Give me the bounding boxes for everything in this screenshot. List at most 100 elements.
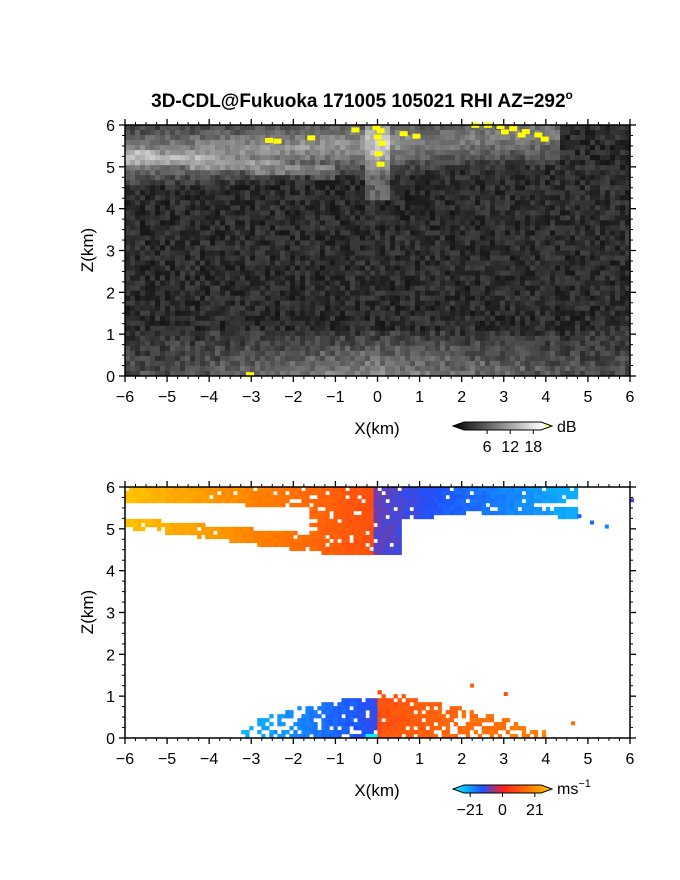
snr-cell	[130, 160, 136, 166]
snr-cell	[400, 305, 406, 312]
snr-cell	[325, 350, 331, 357]
snr-cell	[245, 365, 251, 372]
snr-cell	[200, 140, 206, 146]
snr-cell	[335, 325, 341, 332]
snr-cell	[515, 280, 521, 287]
snr-cell	[145, 220, 151, 226]
snr-cell	[380, 240, 386, 246]
snr-cell	[535, 160, 541, 166]
snr-cell	[140, 220, 146, 226]
snr-cell	[425, 130, 431, 136]
snr-cell	[360, 290, 366, 297]
snr-cell	[570, 245, 576, 251]
snr-cell	[200, 255, 206, 261]
snr-cell	[185, 305, 191, 312]
snr-cell	[150, 135, 156, 141]
snr-cell	[145, 350, 151, 357]
snr-cell	[275, 180, 281, 186]
snr-cell	[190, 140, 196, 146]
snr-cell	[380, 250, 386, 256]
snr-cell	[420, 225, 426, 231]
snr-cell	[130, 140, 136, 146]
snr-cell	[275, 155, 281, 161]
snr-cell	[325, 160, 331, 166]
snr-cell	[265, 315, 271, 322]
snr-cell	[230, 240, 236, 246]
snr-cell	[180, 185, 186, 191]
snr-cell	[550, 155, 556, 161]
snr-cell	[345, 215, 351, 221]
snr-cell	[400, 145, 406, 151]
snr-cell	[385, 345, 391, 352]
snr-cell	[620, 165, 626, 171]
snr-cell	[335, 210, 341, 216]
snr-cell	[260, 360, 266, 367]
snr-cell	[600, 130, 606, 136]
snr-cell	[130, 280, 136, 287]
snr-cell	[465, 320, 471, 327]
snr-cell	[495, 360, 501, 367]
snr-cell	[470, 155, 476, 161]
snr-cell	[380, 255, 386, 261]
snr-cell	[230, 275, 236, 282]
snr-cell	[295, 185, 301, 191]
snr-cell	[555, 220, 561, 226]
snr-cell	[250, 150, 256, 156]
snr-cell	[290, 160, 296, 166]
snr-cell	[140, 170, 146, 176]
snr-cell	[280, 230, 286, 236]
snr-cell	[380, 235, 386, 241]
snr-cell	[510, 360, 516, 367]
snr-cell	[285, 150, 291, 156]
snr-cell	[525, 295, 531, 302]
snr-cell	[125, 175, 131, 181]
snr-cell	[525, 335, 531, 342]
snr-cell	[545, 220, 551, 226]
snr-cell	[145, 270, 151, 276]
snr-cell	[210, 265, 216, 271]
snr-cell	[370, 285, 376, 292]
snr-cell	[480, 125, 486, 131]
snr-cell	[190, 270, 196, 276]
snr-cell	[305, 310, 311, 317]
snr-cell	[580, 225, 586, 231]
snr-cell	[285, 145, 291, 151]
snr-cell	[300, 245, 306, 251]
snr-cell	[220, 310, 226, 317]
snr-cell	[145, 175, 151, 181]
snr-cell	[530, 170, 536, 176]
snr-cell	[160, 135, 166, 141]
snr-cell	[435, 270, 441, 276]
snr-cell	[430, 215, 436, 221]
snr-cell	[430, 150, 436, 156]
snr-cell	[485, 210, 491, 216]
snr-cell	[615, 205, 621, 211]
snr-cell	[345, 225, 351, 231]
snr-cell	[145, 365, 151, 372]
snr-cell	[435, 345, 441, 352]
snr-cell	[585, 315, 591, 322]
snr-cell	[415, 175, 421, 181]
snr-cell	[470, 210, 476, 216]
snr-cell	[565, 155, 571, 161]
snr-cell	[435, 320, 441, 327]
snr-cell	[625, 220, 631, 226]
snr-cell	[435, 125, 441, 131]
snr-cell	[420, 350, 426, 357]
snr-cell	[385, 240, 391, 246]
snr-cell	[135, 360, 141, 367]
snr-cell	[565, 295, 571, 302]
snr-cell	[170, 245, 176, 251]
snr-cell	[360, 270, 366, 276]
snr-cell	[280, 365, 286, 372]
snr-cell	[500, 310, 506, 317]
snr-cell	[535, 260, 541, 266]
snr-cell	[435, 215, 441, 221]
snr-cell	[515, 330, 521, 337]
snr-cell	[165, 330, 171, 337]
snr-cell	[265, 180, 271, 186]
snr-cell	[540, 310, 546, 317]
snr-cell	[175, 260, 181, 266]
snr-cell	[345, 255, 351, 261]
snr-cell	[165, 265, 171, 271]
